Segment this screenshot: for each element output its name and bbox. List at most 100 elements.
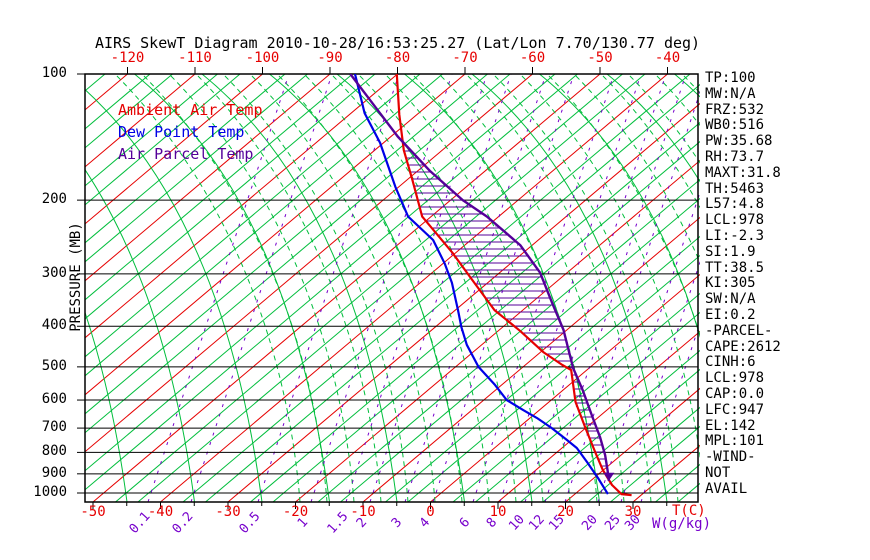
isotherm-major — [565, 387, 700, 503]
info-panel-line: EI:0.2 — [705, 307, 756, 323]
pressure-label: 100 — [41, 65, 67, 81]
top-axis-label: -90 — [317, 50, 343, 66]
dry-adiabat — [336, 74, 533, 503]
dry-adiabat — [539, 74, 700, 339]
isotherm-minor — [85, 74, 376, 320]
dry-adiabat — [85, 89, 263, 503]
isotherm-minor — [115, 74, 623, 503]
isotherm-major — [85, 74, 196, 168]
moist-adiabat — [492, 74, 679, 503]
top-axis-label: -70 — [452, 50, 478, 66]
info-panel-line: LFC:947 — [705, 401, 765, 418]
info-panel-line: WB0:516 — [705, 117, 765, 134]
isotherm-minor — [85, 74, 511, 434]
moist-adiabat — [222, 74, 409, 503]
moist-adiabat — [600, 74, 700, 209]
top-axis-label: -80 — [384, 50, 411, 66]
dry-adiabat — [134, 74, 330, 503]
isotherm-minor — [85, 74, 308, 263]
legend-item-0: Ambient Air Temp — [118, 101, 263, 119]
pressure-label: 900 — [41, 464, 67, 481]
pressure-label: 700 — [41, 419, 67, 436]
isotherm-minor — [317, 178, 700, 503]
info-panel-line: LCL:978 — [705, 370, 765, 387]
moist-adiabat — [195, 74, 382, 503]
info-panel-line: L57:4.8 — [705, 196, 765, 213]
legend-item-2: Air Parcel Temp — [118, 145, 254, 163]
isotherm-minor — [452, 292, 700, 503]
info-panel-line: CINH:6 — [705, 354, 756, 371]
info-panel-line: SI:1.9 — [705, 243, 756, 260]
info-panel-line: EL:142 — [705, 417, 756, 434]
dry-adiabat — [85, 310, 128, 503]
temp-unit-label: T(C) — [672, 503, 706, 519]
isotherm-minor — [340, 197, 700, 503]
bottom-axis-label: -50 — [80, 504, 106, 520]
dry-adiabat — [471, 74, 668, 503]
moist-adiabat — [573, 74, 700, 264]
info-panel-line: CAP:0.0 — [705, 386, 765, 402]
info-panel-line: -WIND- — [705, 449, 756, 466]
info-panel-line: NOT — [705, 465, 731, 481]
moist-adiabat — [817, 74, 870, 502]
pressure-label: 400 — [41, 317, 67, 334]
mixing-ratio-line — [544, 74, 687, 503]
moist-adiabat — [546, 74, 700, 337]
moist-adiabat — [384, 74, 571, 503]
isotherm-minor — [542, 368, 700, 503]
isotherm-major — [430, 273, 700, 503]
moist-adiabat — [438, 74, 625, 503]
isotherm-minor — [587, 406, 700, 503]
info-panel-line: MPL:101 — [705, 433, 765, 450]
background-lines — [85, 74, 870, 503]
pressure-label: 500 — [41, 357, 67, 374]
dewpoint-curve — [353, 74, 609, 495]
moist-adiabat — [303, 74, 490, 503]
dry-adiabat — [606, 74, 700, 183]
isotherm-minor — [85, 74, 286, 244]
parcel-temp-curve — [349, 74, 611, 481]
chart-title: AIRS SkewT Diagram 2010-10-28/16:53:25.2… — [95, 34, 701, 52]
bottom-axis-label: 0 — [426, 504, 435, 520]
pressure-label: 200 — [41, 191, 67, 208]
bottom-axis-label: 10 — [489, 504, 507, 520]
isotherm-minor — [520, 349, 700, 503]
info-panel-line: TH:5463 — [705, 180, 765, 197]
isotherm-minor — [85, 74, 106, 92]
top-axis-label: -120 — [110, 50, 145, 66]
isotherm-minor — [250, 121, 700, 503]
profiles — [349, 74, 632, 497]
isotherm-minor — [272, 140, 700, 503]
moist-adiabat — [276, 74, 463, 503]
pressure-label: 1000 — [33, 484, 67, 500]
isotherm-minor — [85, 74, 218, 187]
isotherm-major — [85, 74, 331, 282]
info-panel-line: KI:305 — [705, 275, 756, 292]
isotherm-minor — [85, 74, 173, 149]
moist-adiabat — [357, 74, 544, 503]
info-panel-line: FRZ:532 — [705, 101, 765, 118]
info-panel-line: MW:N/A — [705, 85, 756, 102]
isotherm-minor — [85, 74, 241, 206]
bottom-axis-label: -30 — [215, 504, 241, 520]
isotherm-minor — [475, 311, 700, 503]
info-panel-line: CAPE:2612 — [705, 338, 781, 355]
parcel-start-marker — [603, 472, 615, 481]
top-axis-label: -50 — [587, 50, 613, 66]
moist-adiabat — [330, 74, 517, 503]
isotherm-minor — [385, 235, 700, 503]
pressure-grid — [77, 67, 699, 509]
info-panel-line: LI:-2.3 — [705, 228, 765, 244]
pressure-axis-title: PRESSURE (MB) — [68, 222, 84, 332]
mixing-ratio-line — [404, 74, 547, 503]
isotherm-minor — [407, 254, 700, 503]
bottom-axis-label: -40 — [147, 504, 174, 520]
mixing-ratio-line — [564, 90, 700, 503]
moist-adiabat — [114, 74, 301, 503]
dry-adiabat — [404, 74, 600, 503]
isotherm-minor — [85, 74, 421, 358]
ambient-temp-curve — [395, 74, 632, 497]
top-axis-label: -60 — [519, 50, 546, 66]
isotherm-minor — [182, 74, 691, 503]
